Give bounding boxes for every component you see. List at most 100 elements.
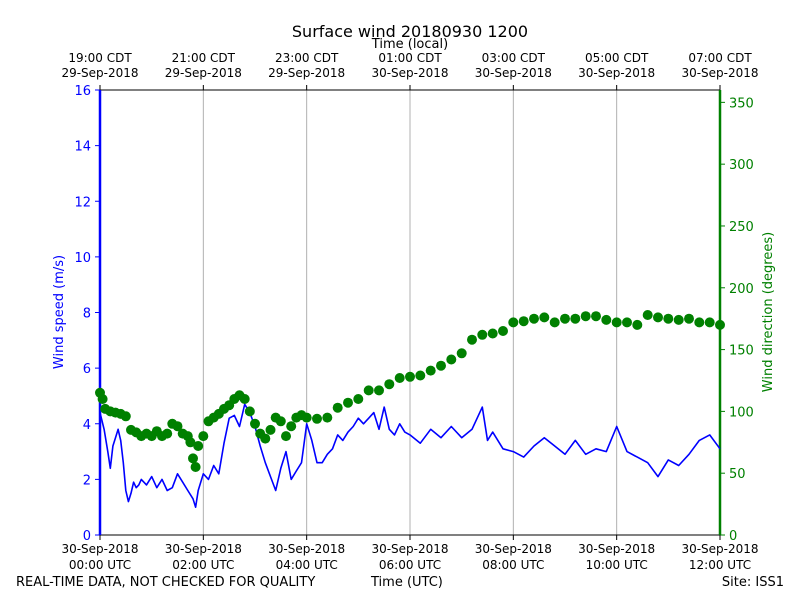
wind-direction-point [185, 437, 196, 448]
left-tick-label: 4 [83, 418, 91, 433]
right-tick-label: 100 [729, 405, 754, 420]
top-tick-date: 30-Sep-2018 [578, 66, 655, 80]
right-tick-label: 50 [729, 467, 746, 482]
wind-direction-point [275, 416, 286, 427]
wind-direction-point [244, 406, 255, 417]
left-tick-label: 6 [83, 362, 91, 377]
wind-direction-point [715, 319, 725, 330]
wind-direction-point [549, 317, 560, 328]
wind-direction-point [353, 394, 364, 404]
right-axis-label: Wind direction (degrees) [761, 232, 776, 392]
wind-direction-point [653, 312, 663, 323]
top-tick-date: 29-Sep-2018 [61, 66, 138, 80]
wind-direction-point [332, 402, 343, 413]
wind-direction-point [265, 424, 276, 435]
wind-direction-point [622, 317, 632, 328]
wind-direction-point [570, 313, 581, 324]
bottom-tick-time: 08:00 UTC [482, 558, 544, 572]
wind-direction-point [446, 354, 457, 365]
left-tick-label: 10 [74, 251, 91, 266]
bottom-tick-time: 12:00 UTC [689, 558, 751, 572]
wind-direction-point [162, 428, 173, 439]
wind-direction-point [343, 397, 353, 408]
left-axis-label: Wind speed (m/s) [52, 255, 67, 369]
top-tick-date: 30-Sep-2018 [475, 66, 552, 80]
wind-direction-point [374, 385, 384, 396]
wind-direction-point [518, 316, 529, 327]
wind-direction-point [498, 326, 508, 336]
bottom-tick-time: 00:00 UTC [69, 558, 131, 572]
wind-direction-point [529, 313, 539, 324]
x-axis-label: Time (UTC) [371, 575, 443, 590]
wind-direction-point [673, 314, 684, 325]
wind-direction-point [301, 412, 312, 423]
wind-direction-point [539, 312, 550, 323]
top-tick-time: 19:00 CDT [68, 51, 132, 65]
wind-direction-point [415, 370, 426, 381]
wind-direction-point [477, 329, 488, 340]
wind-direction-point [704, 317, 715, 328]
bottom-tick-date: 30-Sep-2018 [371, 542, 448, 556]
wind-direction-point [436, 360, 446, 371]
bottom-tick-date: 30-Sep-2018 [681, 542, 758, 556]
bottom-tick-date: 30-Sep-2018 [475, 542, 552, 556]
wind-direction-point [120, 411, 131, 422]
right-tick-label: 300 [729, 158, 754, 173]
right-tick-label: 250 [729, 220, 754, 235]
chart-title: Surface wind 20180930 1200 [292, 22, 528, 41]
wind-direction-point [632, 319, 643, 330]
wind-direction-point [601, 314, 612, 325]
wind-direction-point [172, 421, 183, 432]
wind-direction-point [611, 317, 622, 328]
wind-direction-point [405, 371, 415, 382]
wind-direction-point [97, 394, 108, 404]
wind-direction-point [663, 313, 674, 324]
right-tick-label: 350 [729, 96, 754, 111]
bottom-tick-date: 30-Sep-2018 [268, 542, 345, 556]
wind-direction-point [642, 310, 653, 320]
bottom-tick-time: 04:00 UTC [276, 558, 338, 572]
wind-direction-point [198, 431, 209, 442]
site-label: Site: ISS1 [721, 575, 784, 590]
bottom-tick-time: 02:00 UTC [172, 558, 234, 572]
bottom-tick-date: 30-Sep-2018 [165, 542, 242, 556]
bottom-tick-date: 30-Sep-2018 [578, 542, 655, 556]
wind-direction-point [684, 313, 694, 324]
top-axis-title: Time (local) [371, 37, 448, 52]
wind-direction-point [250, 418, 260, 429]
top-tick-time: 03:00 CDT [482, 51, 546, 65]
left-tick-label: 14 [74, 140, 91, 155]
wind-direction-markers [95, 310, 725, 472]
wind-direction-point [188, 453, 198, 464]
top-tick-date: 30-Sep-2018 [681, 66, 758, 80]
top-tick-date: 30-Sep-2018 [371, 66, 448, 80]
wind-direction-point [467, 334, 477, 345]
wind-direction-point [580, 311, 591, 322]
right-tick-label: 0 [729, 529, 737, 544]
left-tick-label: 12 [74, 195, 91, 210]
top-tick-time: 07:00 CDT [688, 51, 752, 65]
bottom-tick-date: 30-Sep-2018 [61, 542, 138, 556]
wind-direction-point [560, 313, 570, 324]
wind-direction-point [322, 412, 333, 423]
wind-direction-point [694, 317, 705, 328]
wind-direction-point [394, 373, 405, 383]
wind-direction-point [425, 365, 436, 376]
top-tick-time: 21:00 CDT [172, 51, 236, 65]
wind-direction-point [508, 317, 519, 328]
wind-direction-point [591, 311, 601, 322]
wind-direction-point [239, 394, 250, 404]
wind-direction-point [456, 348, 467, 359]
right-tick-label: 200 [729, 282, 754, 297]
wind-direction-point [384, 379, 395, 390]
left-tick-label: 16 [74, 84, 91, 99]
top-tick-time: 05:00 CDT [585, 51, 649, 65]
wind-direction-point [286, 421, 297, 432]
top-tick-date: 29-Sep-2018 [165, 66, 242, 80]
top-tick-time: 23:00 CDT [275, 51, 339, 65]
wind-direction-point [260, 433, 271, 444]
bottom-tick-time: 10:00 UTC [586, 558, 648, 572]
wind-direction-point [281, 431, 291, 442]
wind-speed-line [99, 403, 721, 509]
